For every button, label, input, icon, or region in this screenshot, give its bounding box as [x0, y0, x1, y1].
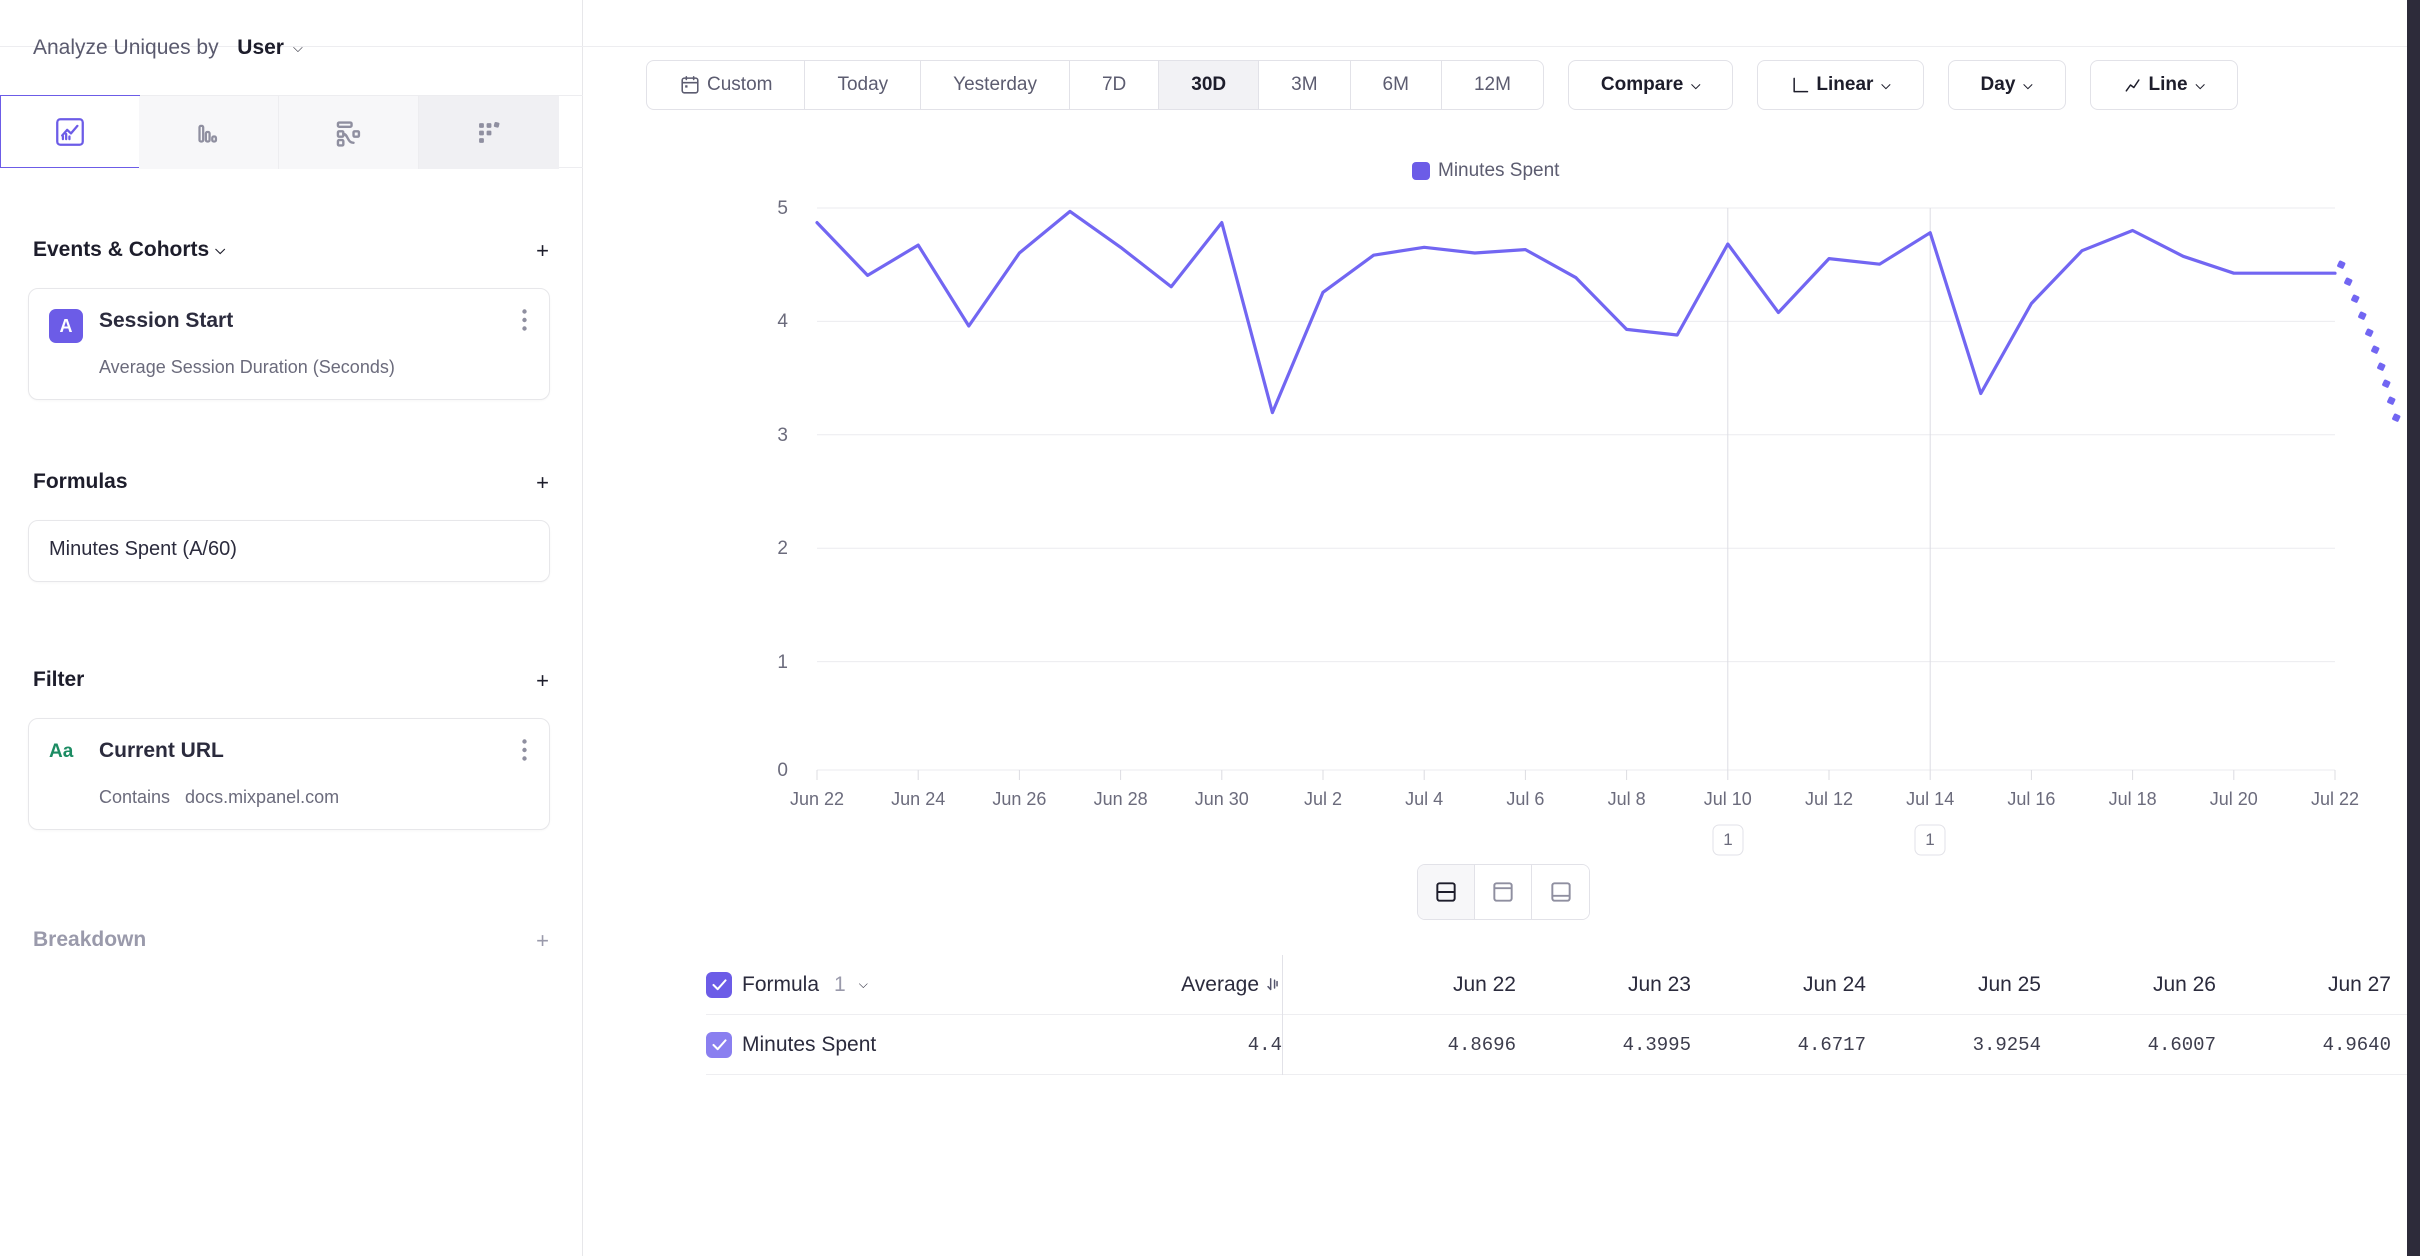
- svg-text:Jul 20: Jul 20: [2210, 789, 2258, 809]
- svg-text:Jul 14: Jul 14: [1906, 789, 1954, 809]
- svg-text:Jun 22: Jun 22: [790, 789, 844, 809]
- svg-text:Jul 16: Jul 16: [2007, 789, 2055, 809]
- svg-text:Jun 30: Jun 30: [1195, 789, 1249, 809]
- svg-text:Jul 22: Jul 22: [2311, 789, 2359, 809]
- svg-text:3: 3: [777, 425, 788, 446]
- svg-text:4: 4: [777, 311, 788, 332]
- svg-text:1: 1: [777, 652, 788, 673]
- svg-text:Jul 10: Jul 10: [1704, 789, 1752, 809]
- svg-text:1: 1: [1723, 830, 1732, 849]
- svg-text:2: 2: [777, 538, 788, 559]
- svg-text:Jul 8: Jul 8: [1608, 789, 1646, 809]
- svg-text:Jun 28: Jun 28: [1094, 789, 1148, 809]
- svg-text:Jul 6: Jul 6: [1506, 789, 1544, 809]
- svg-text:0: 0: [777, 760, 788, 781]
- svg-text:Jul 2: Jul 2: [1304, 789, 1342, 809]
- svg-text:Jul 18: Jul 18: [2109, 789, 2157, 809]
- svg-text:Jul 12: Jul 12: [1805, 789, 1853, 809]
- svg-text:Jun 24: Jun 24: [891, 789, 945, 809]
- svg-text:1: 1: [1925, 830, 1934, 849]
- svg-text:Jun 26: Jun 26: [992, 789, 1046, 809]
- svg-text:Jul 4: Jul 4: [1405, 789, 1443, 809]
- svg-text:5: 5: [777, 198, 788, 219]
